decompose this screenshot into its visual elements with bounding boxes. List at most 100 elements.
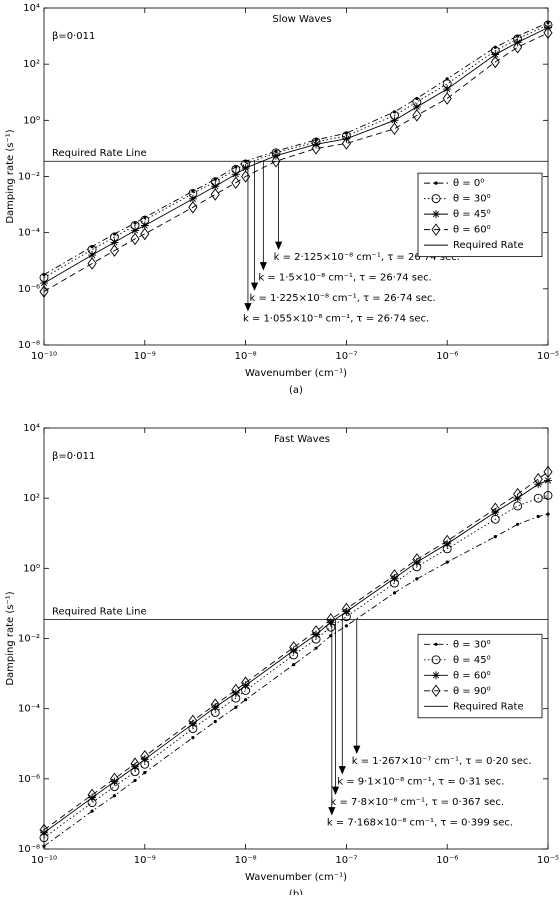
y-tick-label: 10⁻⁶ <box>18 284 40 295</box>
star-marker <box>412 102 421 111</box>
star-marker <box>188 194 197 203</box>
diamond-marker <box>140 749 150 763</box>
legend-label: Required Rate <box>453 701 524 712</box>
diamond-marker <box>431 223 441 236</box>
circle-marker <box>513 501 523 511</box>
star-marker <box>289 646 298 655</box>
circle-marker <box>543 490 553 500</box>
star-marker <box>513 494 522 503</box>
diamond-marker <box>188 201 198 214</box>
series-line <box>43 471 549 831</box>
arrow-label: k = 1·267×10⁻⁷ cm⁻¹, τ = 0·20 sec. <box>352 756 532 767</box>
star-marker <box>544 476 552 485</box>
arrow <box>250 161 259 292</box>
diamond-marker <box>311 625 321 638</box>
point-marker <box>133 778 137 783</box>
point-marker <box>191 189 195 193</box>
required-rate-label: Required Rate Line <box>52 606 147 617</box>
series-line <box>43 32 549 292</box>
legend-label: θ = 45⁰ <box>453 655 491 666</box>
diamond-marker <box>271 154 281 168</box>
y-tick-label: 10² <box>23 493 40 504</box>
arrow-label: k = 1·225×10⁻⁸ cm⁻¹, τ = 26·74 sec. <box>249 293 435 304</box>
y-tick-label: 10⁻⁸ <box>18 844 40 855</box>
diamond-marker <box>130 757 140 770</box>
y-tick-label: 10⁻⁸ <box>18 340 40 351</box>
star-marker <box>342 607 351 616</box>
x-tick-label: 10⁻⁶ <box>436 351 458 362</box>
point-marker <box>536 514 540 519</box>
required-rate-label: Required Rate Line <box>52 148 147 159</box>
diamond-marker <box>231 176 241 189</box>
star-marker <box>312 140 321 149</box>
arrow <box>259 161 267 271</box>
arrow-label: k = 7·168×10⁻⁸ cm⁻¹, τ = 0·399 sec. <box>327 818 513 829</box>
star-marker <box>211 703 220 712</box>
series-line <box>43 27 549 284</box>
point-marker <box>516 522 520 526</box>
point-marker <box>213 719 217 724</box>
beta-label: β=0·011 <box>52 31 95 42</box>
star-marker <box>140 221 149 230</box>
x-tick-label: 10⁻⁷ <box>335 855 357 866</box>
legend-label: θ = 30⁰ <box>453 194 491 205</box>
star-marker <box>241 681 250 690</box>
point-marker <box>234 705 238 709</box>
y-tick-label: 10⁻² <box>18 172 40 183</box>
point-marker <box>292 663 296 667</box>
diamond-marker <box>533 472 543 486</box>
diamond-marker <box>210 698 220 711</box>
arrow <box>338 619 346 775</box>
star-marker <box>140 755 149 764</box>
point-marker <box>434 181 438 185</box>
x-tick-label: 10⁻⁸ <box>235 351 257 362</box>
point-marker <box>90 809 94 813</box>
diamond-marker <box>130 232 140 246</box>
legend-label: θ = 45⁰ <box>453 209 491 220</box>
diamond-marker <box>412 553 422 566</box>
diamond-marker <box>389 569 400 582</box>
star-marker <box>131 762 140 771</box>
legend-label: θ = 90⁰ <box>453 686 491 697</box>
star-marker <box>211 182 220 191</box>
x-tick-label: 10⁻¹⁰ <box>31 855 57 866</box>
x-axis-label: Wavenumber (cm⁻¹) <box>245 368 347 379</box>
point-marker <box>133 221 137 225</box>
y-axis-label: Damping rate (s⁻¹) <box>5 129 16 223</box>
x-tick-label: 10⁻⁵ <box>537 351 559 362</box>
legend-label: θ = 30⁰ <box>453 639 491 650</box>
diamond-marker <box>87 788 97 802</box>
point-marker <box>42 844 46 848</box>
x-tick-label: 10⁻¹⁰ <box>31 351 57 362</box>
star-marker <box>443 539 452 548</box>
diamond-marker <box>231 683 241 697</box>
star-marker <box>231 688 240 697</box>
beta-label: β=0·011 <box>52 451 95 462</box>
diamond-marker <box>442 92 452 105</box>
y-tick-label: 10⁴ <box>23 423 40 434</box>
diamond-marker <box>389 122 400 136</box>
x-tick-label: 10⁻⁶ <box>436 855 458 866</box>
star-marker <box>491 50 500 59</box>
point-marker <box>191 735 195 740</box>
circle-marker <box>533 493 543 503</box>
y-tick-label: 10⁰ <box>23 115 40 126</box>
diamond-marker <box>109 244 120 257</box>
diamond-marker <box>241 676 251 689</box>
chart-title: Fast Waves <box>274 434 330 445</box>
star-marker <box>88 793 97 802</box>
arrow <box>244 161 252 312</box>
series-line <box>43 22 549 276</box>
arrow <box>274 161 283 251</box>
caption: (a) <box>289 385 303 396</box>
diamond-marker <box>431 684 441 698</box>
arrow-label: k = 2·125×10⁻⁸ cm⁻¹, τ = 26·74 sec. <box>274 252 460 263</box>
diamond-marker <box>140 227 150 241</box>
x-tick-label: 10⁻⁹ <box>134 351 156 362</box>
diamond-marker <box>490 55 500 69</box>
x-tick-label: 10⁻⁵ <box>537 855 559 866</box>
point-marker <box>445 560 449 564</box>
star-marker <box>390 116 399 125</box>
arrow <box>331 619 340 796</box>
